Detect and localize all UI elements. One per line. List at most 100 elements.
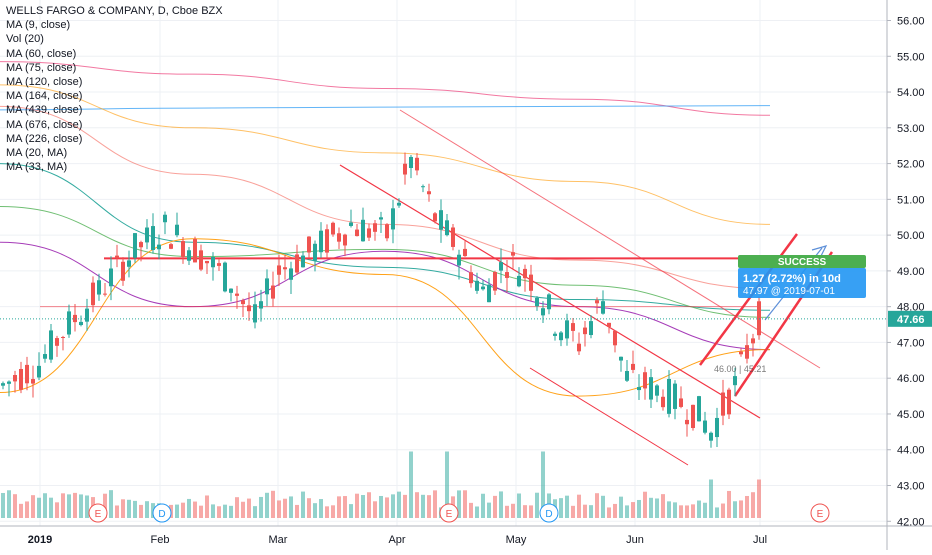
volume-bar [307, 498, 311, 518]
candle-body [673, 383, 677, 409]
candle-body [481, 286, 485, 290]
moving-average-line [0, 105, 771, 290]
volume-bar [493, 495, 497, 518]
candle-body [499, 262, 503, 271]
candle-body [127, 260, 131, 267]
volume-bar [565, 495, 569, 518]
volume-bar [199, 505, 203, 518]
candle-body [25, 364, 29, 384]
volume-bar [673, 502, 677, 518]
candle-body [637, 387, 641, 391]
volume-bar [667, 501, 671, 518]
candle-body [667, 378, 671, 414]
candle-body [271, 285, 275, 299]
time-tick-label: Apr [388, 534, 405, 546]
volume-bar [529, 505, 533, 518]
candle-body [397, 202, 401, 206]
volume-bar [109, 490, 113, 518]
legend-item: MA (120, close) [6, 76, 83, 89]
candle-body [169, 244, 173, 249]
volume-bar [445, 451, 449, 518]
candle-body [535, 297, 539, 307]
volume-bar [469, 502, 473, 518]
candle-body [571, 323, 575, 331]
grid [0, 0, 887, 526]
volume-bar [295, 504, 299, 518]
volume-bar [745, 495, 749, 518]
candle-body [355, 229, 359, 237]
volume-bar [697, 500, 701, 518]
volume-bar [49, 497, 53, 518]
candle-body [631, 363, 635, 370]
candle-body [391, 208, 395, 230]
candle-body [337, 233, 341, 242]
success-label: SUCCESS [778, 257, 827, 268]
pattern-box-label: 46.00 | 45.21 [714, 364, 766, 374]
volume-bar [13, 494, 17, 518]
volume-bar [127, 499, 131, 518]
candle-body [625, 371, 629, 381]
volume-bar [343, 496, 347, 518]
candle-body [31, 379, 35, 384]
dividend-marker [152, 503, 172, 523]
candle-body [151, 226, 155, 250]
candle-body [361, 219, 365, 242]
price-tick-label: 49.00 [897, 266, 925, 278]
volume-bar [517, 493, 521, 518]
volume-bar [655, 498, 659, 518]
volume-bar [349, 504, 353, 518]
candle-body [325, 229, 329, 253]
candle-body [415, 157, 419, 171]
price-tick-label: 54.00 [897, 87, 925, 99]
volume-bar [751, 492, 755, 518]
volume-bar [619, 496, 623, 518]
legend-item: MA (226, close) [6, 132, 83, 145]
legend-item: MA (439, close) [6, 104, 83, 117]
volume-bar [613, 503, 617, 518]
candle-body [595, 300, 599, 304]
volume-bar [229, 505, 233, 518]
candle-body [259, 301, 263, 309]
candle-body [301, 255, 305, 268]
candle-body [289, 268, 293, 280]
candle-body [679, 398, 683, 407]
volume-bar [373, 501, 377, 518]
legend-item: MA (164, close) [6, 90, 83, 103]
candle-body [511, 252, 515, 256]
legend-item: MA (20, MA) [6, 147, 68, 160]
candle-body [739, 351, 743, 355]
volume-bar [175, 504, 179, 518]
volume-bar [241, 501, 245, 518]
earnings-marker [439, 503, 459, 523]
candle-body [91, 282, 95, 306]
volume-bar [577, 494, 581, 518]
volume-bar [409, 451, 413, 518]
price-tick-label: 56.00 [897, 16, 925, 28]
candle-body [223, 262, 227, 292]
volume-bar [415, 492, 419, 518]
candle-body [265, 278, 269, 295]
volume-bar [73, 492, 77, 518]
candle-body [523, 268, 527, 279]
volume-bar [535, 492, 539, 518]
volume-bar [703, 502, 707, 518]
price-tick-label: 50.00 [897, 230, 925, 242]
candle-body [133, 233, 137, 258]
candle-body [307, 236, 311, 253]
price-tick-label: 43.00 [897, 481, 925, 493]
candle-body [235, 293, 239, 296]
volume-bar [403, 494, 407, 518]
candle-body [349, 222, 353, 226]
candle-body [649, 377, 653, 400]
candle-body [385, 224, 389, 239]
candle-body [373, 223, 377, 232]
volume-bar [433, 490, 437, 518]
candle-body [109, 268, 113, 287]
candle-body [547, 294, 551, 310]
volume-bar [265, 492, 269, 518]
candle-body [85, 308, 89, 322]
volume-bar [181, 502, 185, 518]
legend-item: MA (75, close) [6, 61, 77, 74]
candle-body [613, 330, 617, 346]
